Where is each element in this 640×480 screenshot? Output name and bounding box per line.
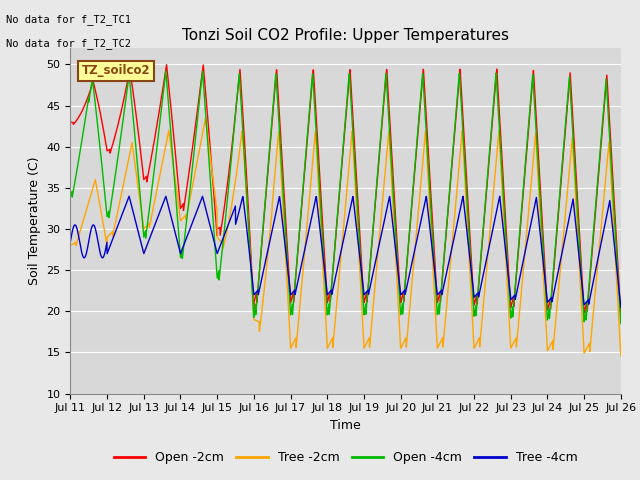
Open -2cm (162, 66, 170, 72)
Tree -2cm (67, 242, 74, 248)
Tree -2cm (129, 148, 137, 154)
Open -2cm (547, 301, 555, 307)
Tree -2cm (278, 180, 285, 186)
Open -4cm (129, 115, 137, 120)
Open -2cm (163, 62, 170, 68)
Open -4cm (278, 165, 285, 171)
Open -2cm (67, 119, 74, 125)
Open -2cm (129, 90, 137, 96)
Open -4cm (67, 193, 74, 199)
Tree -2cm (547, 341, 555, 347)
Title: Tonzi Soil CO2 Profile: Upper Temperatures: Tonzi Soil CO2 Profile: Upper Temperatur… (182, 28, 509, 43)
Y-axis label: Soil Temperature (C): Soil Temperature (C) (28, 156, 41, 285)
Open -2cm (617, 312, 625, 318)
Line: Open -4cm: Open -4cm (70, 71, 621, 324)
Open -2cm (278, 150, 285, 156)
X-axis label: Time: Time (330, 419, 361, 432)
Tree -2cm (162, 142, 170, 148)
Tree -2cm (202, 115, 209, 121)
Legend: Open -2cm, Tree -2cm, Open -4cm, Tree -4cm: Open -2cm, Tree -2cm, Open -4cm, Tree -4… (109, 446, 582, 469)
Open -2cm (301, 158, 309, 164)
Tree -4cm (162, 194, 170, 200)
Text: TZ_soilco2: TZ_soilco2 (81, 64, 150, 77)
Open -4cm (606, 144, 614, 149)
Tree -2cm (606, 158, 614, 164)
Tree -4cm (129, 210, 137, 216)
Tree -4cm (278, 212, 285, 218)
Tree -4cm (606, 201, 614, 207)
Open -4cm (162, 68, 170, 74)
Tree -2cm (301, 240, 309, 245)
Open -4cm (301, 155, 309, 161)
Text: No data for f_T2_TC2: No data for f_T2_TC2 (6, 38, 131, 49)
Tree -4cm (617, 304, 625, 310)
Tree -4cm (301, 243, 309, 249)
Open -4cm (617, 321, 625, 326)
Line: Tree -2cm: Tree -2cm (70, 118, 621, 356)
Tree -2cm (617, 353, 625, 359)
Tree -4cm (547, 296, 555, 301)
Tree -4cm (67, 239, 74, 244)
Open -4cm (162, 71, 170, 76)
Line: Tree -4cm: Tree -4cm (70, 196, 621, 307)
Tree -4cm (125, 193, 133, 199)
Open -4cm (547, 298, 555, 304)
Open -2cm (606, 129, 614, 135)
Text: No data for f_T2_TC1: No data for f_T2_TC1 (6, 14, 131, 25)
Line: Open -2cm: Open -2cm (70, 65, 621, 315)
